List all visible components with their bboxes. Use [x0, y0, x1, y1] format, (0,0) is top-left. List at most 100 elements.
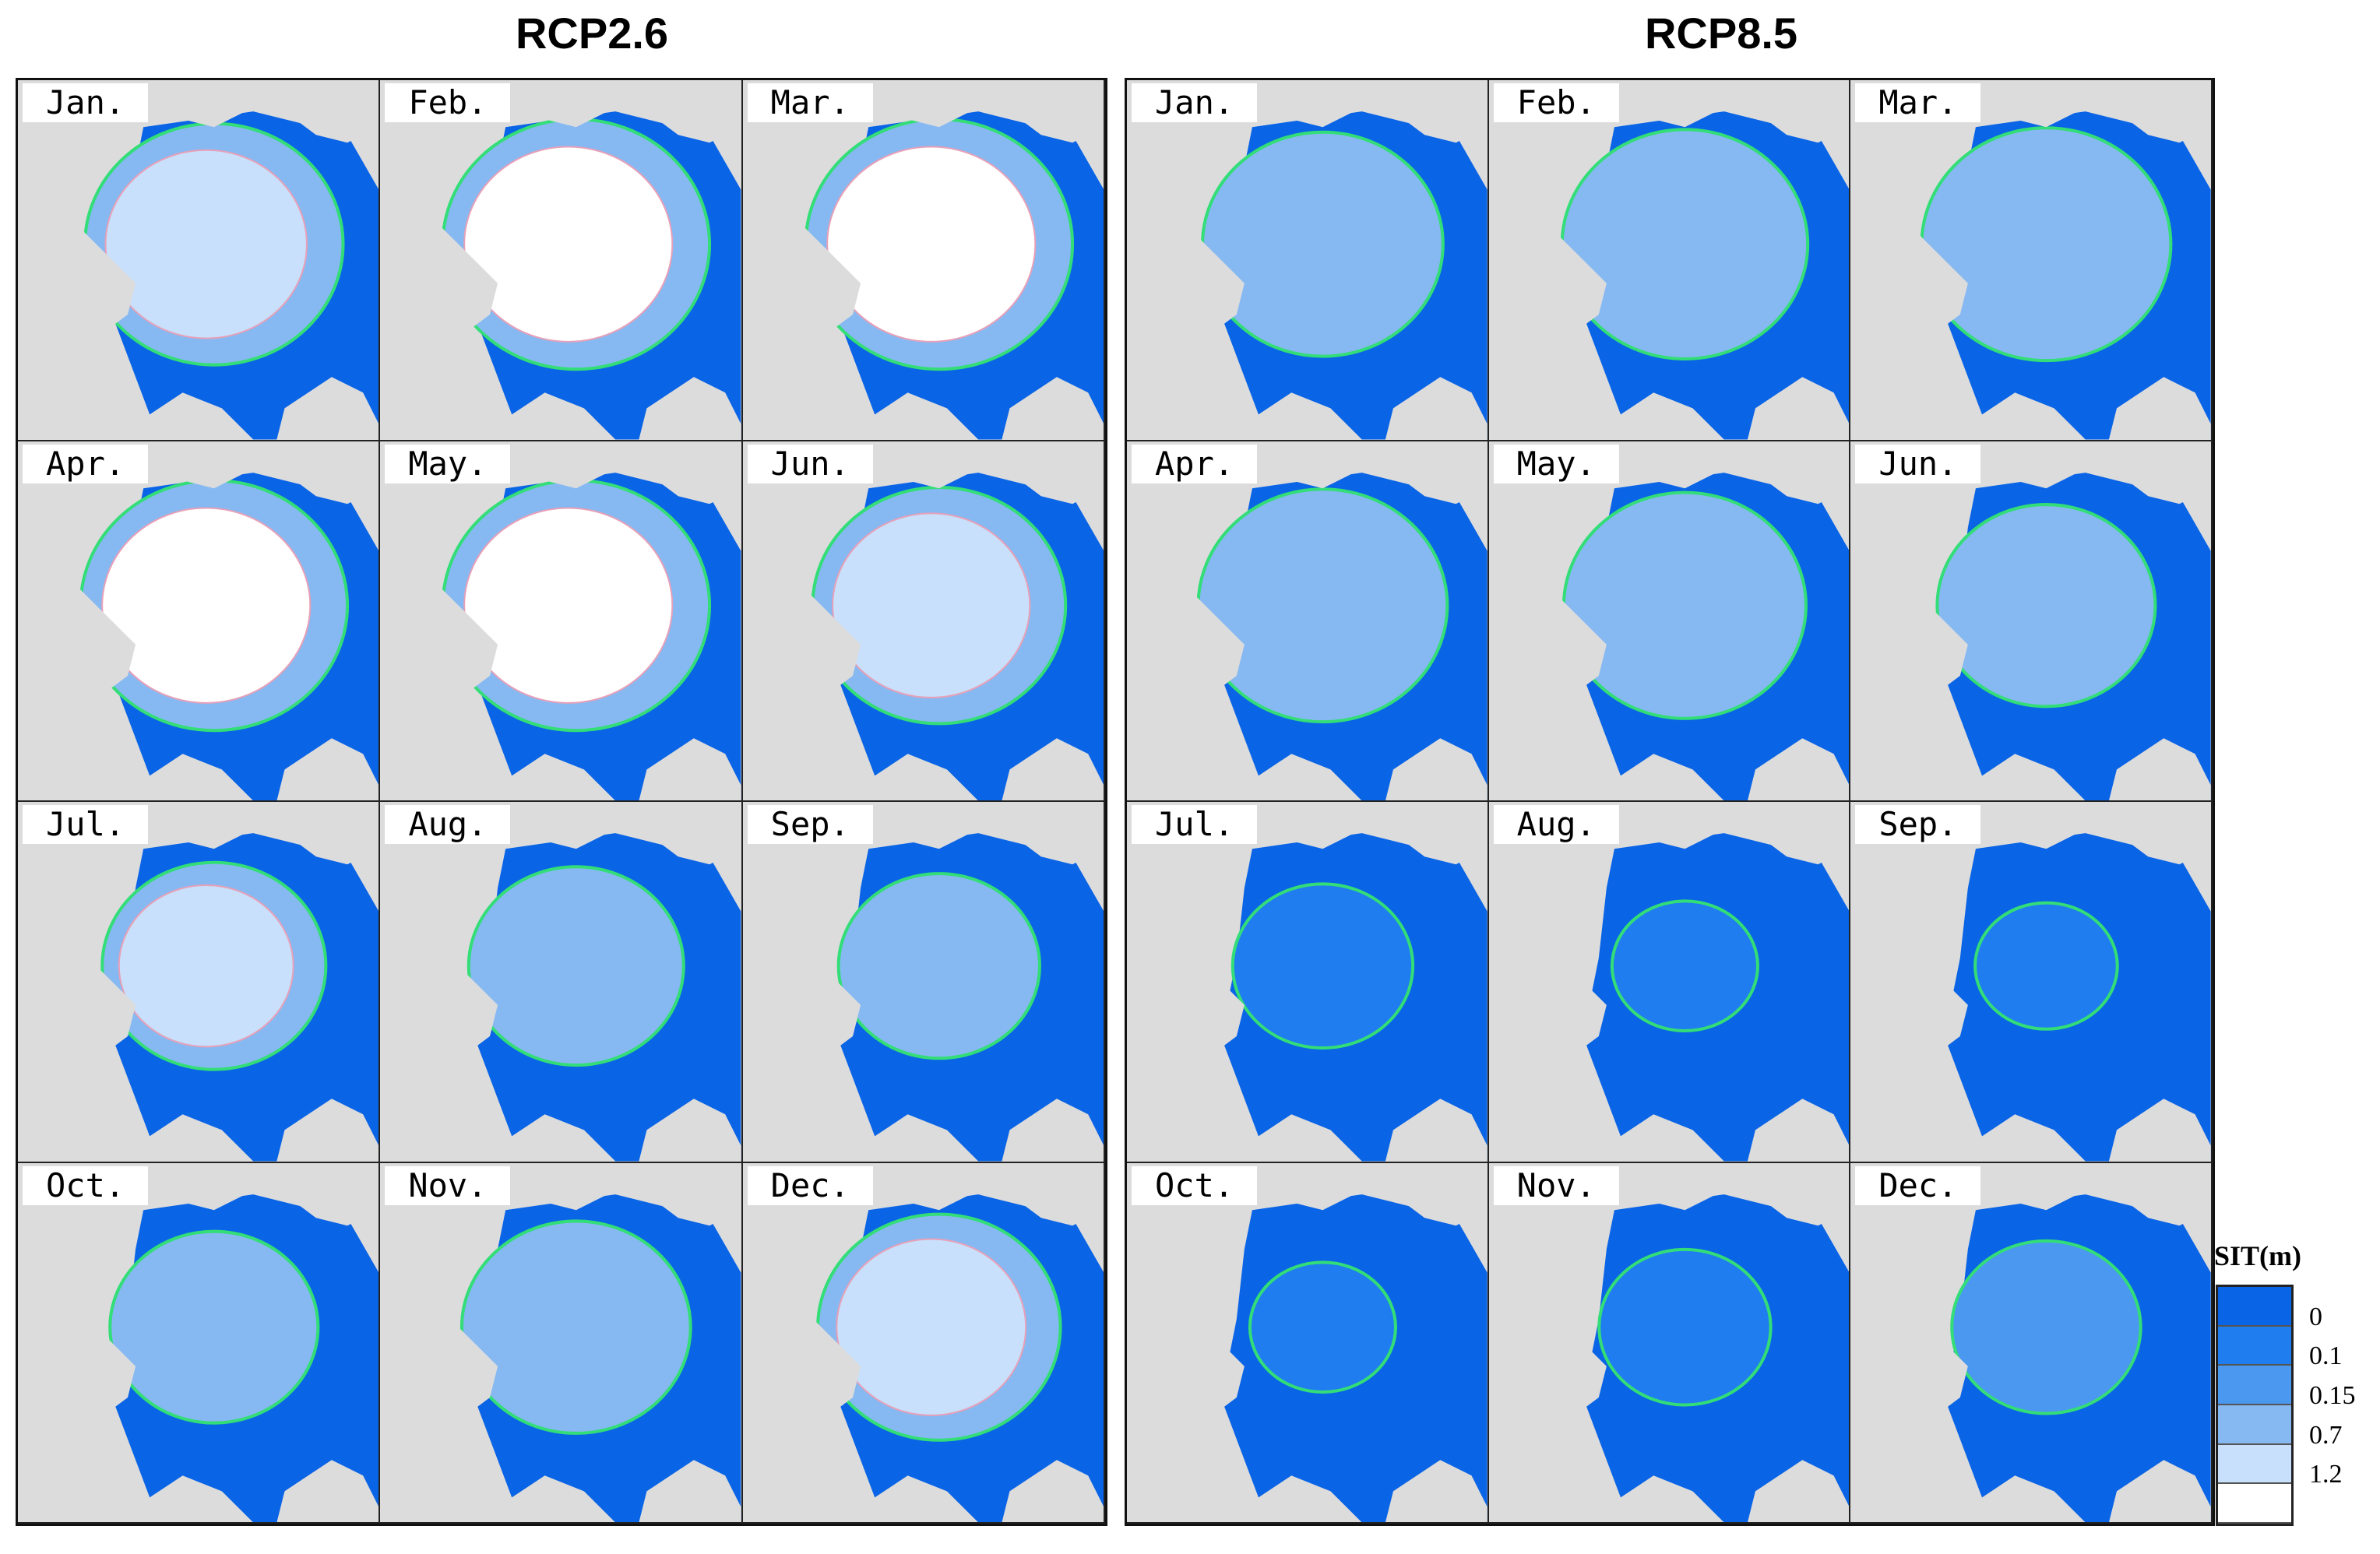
landmass: [1127, 213, 1245, 354]
landmass: [1991, 80, 2086, 128]
month-label: Aug.: [1493, 805, 1619, 844]
landmass: [380, 1296, 498, 1436]
landmass: [1268, 80, 1362, 128]
landmass: [128, 753, 254, 800]
landmass: [159, 441, 254, 488]
month-label: Sep.: [747, 805, 873, 844]
thick-ice-region: [463, 146, 674, 343]
landmass: [1385, 377, 1488, 440]
landmass: [1858, 1052, 1969, 1162]
legend-level-label: 0: [2309, 1302, 2322, 1331]
month-label: Jun.: [1855, 444, 1981, 483]
thick-ice-region: [831, 512, 1031, 698]
landmass: [128, 392, 254, 440]
legend-level-label: 1.2: [2309, 1460, 2343, 1489]
month-label: Nov.: [1493, 1166, 1619, 1205]
landmass: [1991, 441, 2086, 488]
landmass: [1135, 1052, 1245, 1162]
month-label: May.: [385, 444, 511, 483]
landmass: [1858, 330, 1969, 440]
landmass: [1236, 392, 1362, 440]
thick-ice-region: [463, 506, 674, 704]
landmass: [1496, 330, 1607, 440]
month-map: Mar.: [742, 80, 1105, 441]
landmass: [159, 802, 254, 849]
landmass: [1747, 1162, 1850, 1225]
landmass: [1747, 1099, 1850, 1162]
landmass: [276, 737, 379, 800]
landmass: [26, 691, 136, 800]
month-map: Jan.: [1127, 80, 1489, 441]
landmass: [639, 737, 741, 800]
landmass: [1747, 802, 1850, 865]
month-label: Sep.: [1855, 805, 1981, 844]
landmass: [490, 753, 616, 800]
landmass: [1850, 934, 1969, 1076]
sea-ice-map: [1488, 1162, 1850, 1522]
landmass: [1496, 1412, 1607, 1522]
landmass: [2109, 1459, 2211, 1522]
landmass: [1127, 934, 1245, 1076]
landmass: [2109, 377, 2211, 440]
thick-ice-region: [835, 1238, 1026, 1416]
legend-level-label: 0.15: [2309, 1381, 2356, 1410]
landmass: [852, 1114, 978, 1162]
sea-ice-map: [1127, 441, 1488, 800]
sea-ice-map: [380, 1162, 741, 1522]
landmass: [380, 934, 498, 1076]
landmass: [1002, 802, 1104, 865]
landmass: [1747, 80, 1850, 143]
landmass: [742, 574, 861, 715]
landmass: [128, 1475, 254, 1522]
landmass: [639, 802, 741, 865]
landmass: [639, 1099, 741, 1162]
month-label: Aug.: [385, 805, 511, 844]
sea-ice-map: [742, 441, 1104, 800]
sea-ice-map: [1488, 80, 1850, 440]
month-map: Nov.: [380, 1162, 743, 1524]
landmass: [1002, 1459, 1104, 1522]
legend-level-label: 0.1: [2309, 1341, 2343, 1371]
landmass: [1960, 392, 2086, 440]
legend-level-label: 0.7: [2309, 1420, 2343, 1450]
landmass: [742, 934, 861, 1076]
thick-ice-region: [1941, 153, 2136, 336]
landmass: [1135, 1412, 1245, 1522]
sea-ice-map: [1488, 441, 1850, 800]
landmass: [490, 392, 616, 440]
month-label: Oct.: [23, 1166, 149, 1205]
landmass: [1496, 1052, 1607, 1162]
ice-extent-region: [1973, 901, 2120, 1031]
landmass: [1991, 802, 2086, 849]
sea-ice-map: [1850, 80, 2211, 440]
thick-ice-region: [118, 884, 294, 1048]
landmass: [1236, 1475, 1362, 1522]
sea-ice-map: [1850, 441, 2211, 800]
rcp26-map-grid: Jan. Feb. Mar. Apr. May. Jun. Jul. Aug. Sep. Oct.…: [18, 80, 1105, 1524]
month-label: Apr.: [23, 444, 149, 483]
landmass: [276, 1162, 379, 1225]
landmass: [1629, 80, 1724, 128]
landmass: [1850, 213, 1969, 354]
landmass: [1960, 753, 2086, 800]
landmass: [521, 802, 616, 849]
landmass: [639, 1459, 741, 1522]
landmass: [1002, 441, 1104, 504]
month-map: Sep.: [742, 802, 1105, 1163]
landmass: [1488, 934, 1607, 1076]
thick-ice-region: [484, 888, 653, 1044]
landmass: [388, 1052, 498, 1162]
landmass: [883, 1162, 978, 1210]
landmass: [1127, 1296, 1245, 1436]
legend-swatch: [2218, 1366, 2291, 1405]
sea-ice-map: [380, 802, 741, 1162]
month-map: May.: [1488, 441, 1851, 802]
landmass: [276, 802, 379, 865]
month-label: Mar.: [1855, 83, 1981, 122]
month-map: Nov.: [1488, 1162, 1851, 1524]
month-map: Jan.: [18, 80, 381, 441]
landmass: [1598, 753, 1724, 800]
month-label: Dec.: [1855, 1166, 1981, 1205]
thick-ice-region: [104, 149, 308, 339]
thick-ice-region: [1953, 526, 2124, 684]
